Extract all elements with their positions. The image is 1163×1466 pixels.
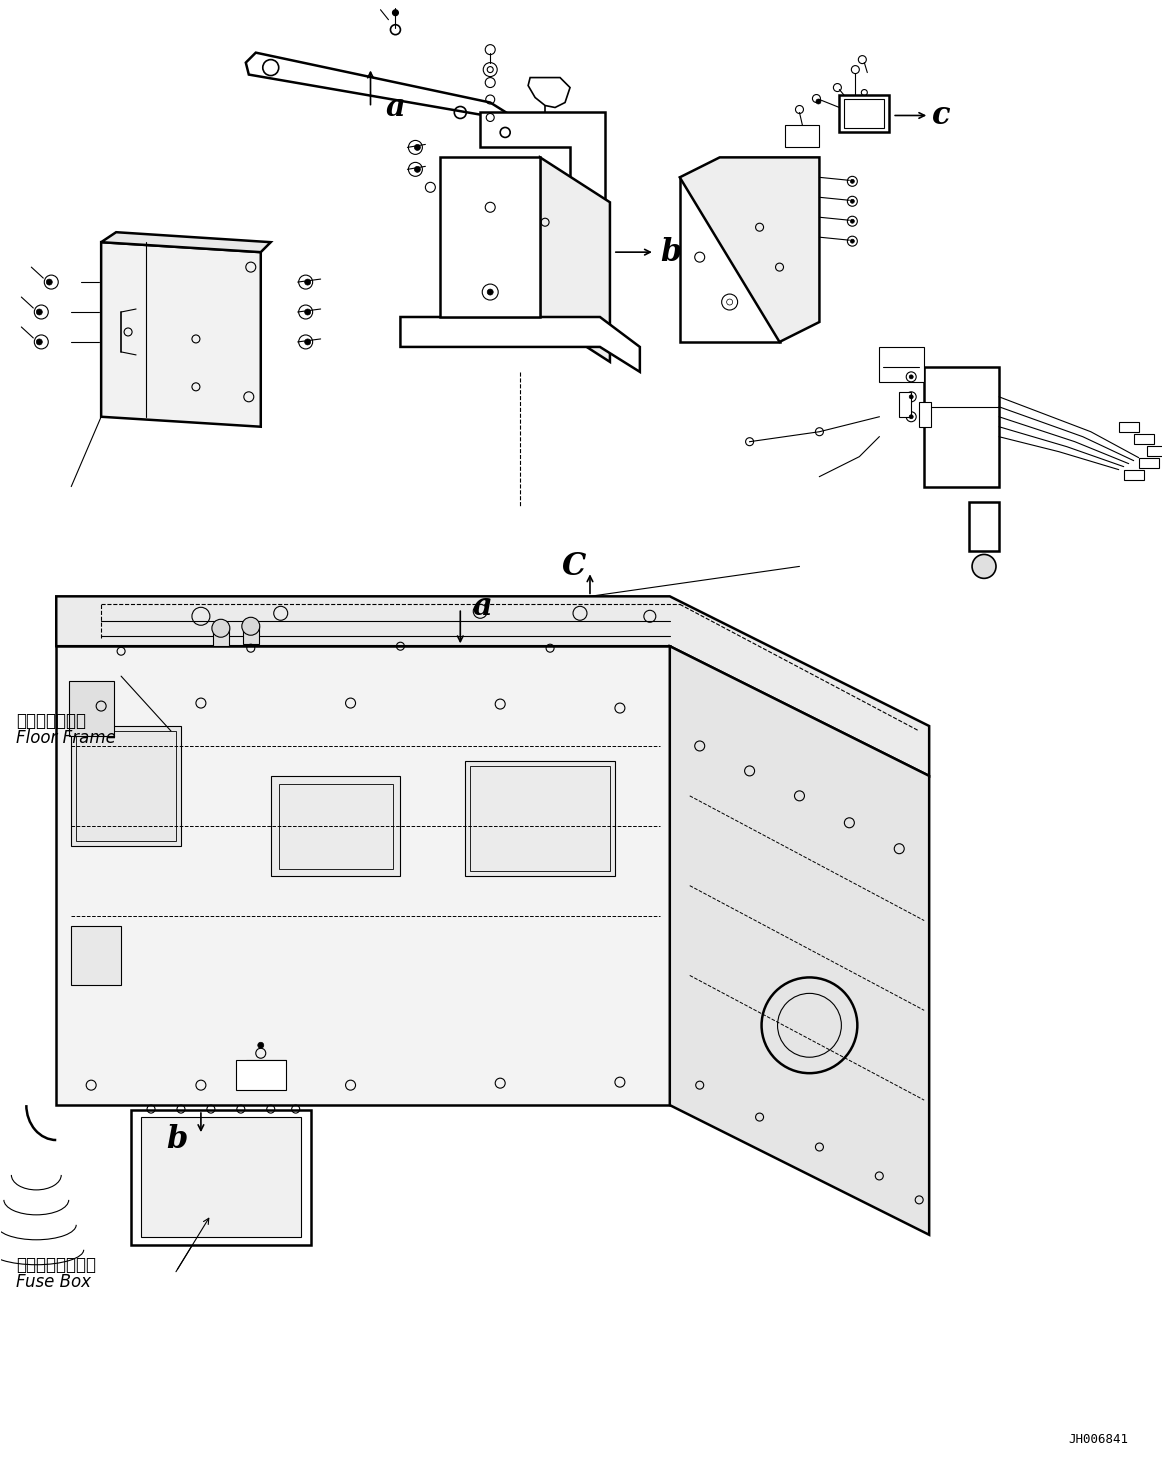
Polygon shape: [245, 53, 530, 139]
Circle shape: [305, 309, 311, 315]
Bar: [1123, 469, 1143, 479]
Text: C: C: [562, 551, 586, 582]
Polygon shape: [56, 647, 670, 1105]
Bar: [70, 682, 114, 736]
Bar: [919, 402, 932, 427]
Circle shape: [487, 289, 493, 295]
Polygon shape: [528, 78, 570, 107]
Polygon shape: [101, 232, 271, 252]
Circle shape: [909, 375, 913, 378]
Circle shape: [414, 145, 420, 151]
Bar: [71, 726, 181, 846]
Bar: [236, 1060, 286, 1091]
Bar: [969, 501, 999, 551]
Polygon shape: [679, 177, 779, 342]
Bar: [899, 391, 912, 416]
Polygon shape: [925, 366, 999, 487]
Bar: [213, 629, 229, 647]
Bar: [271, 776, 400, 875]
Text: Floor Frame: Floor Frame: [16, 729, 116, 748]
Circle shape: [850, 179, 855, 183]
Text: a: a: [472, 591, 492, 622]
Text: b: b: [166, 1123, 187, 1155]
Circle shape: [414, 166, 420, 173]
Circle shape: [727, 299, 733, 305]
Text: b: b: [659, 236, 682, 268]
Polygon shape: [101, 242, 261, 427]
Text: Fuse Box: Fuse Box: [16, 1272, 92, 1290]
Circle shape: [258, 1042, 264, 1048]
Polygon shape: [480, 113, 605, 267]
Text: JH006841: JH006841: [1069, 1434, 1128, 1447]
Text: c: c: [933, 100, 951, 130]
Bar: [470, 765, 609, 871]
Circle shape: [47, 279, 52, 284]
Bar: [879, 347, 925, 381]
Circle shape: [850, 220, 855, 223]
Circle shape: [487, 66, 493, 73]
Circle shape: [909, 415, 913, 419]
Circle shape: [816, 100, 821, 104]
Polygon shape: [400, 317, 640, 372]
Bar: [1147, 446, 1163, 456]
Circle shape: [212, 619, 230, 638]
Polygon shape: [679, 157, 820, 342]
Bar: [844, 98, 884, 129]
Bar: [77, 732, 176, 840]
Circle shape: [36, 339, 42, 345]
Text: フロアフレーム: フロアフレーム: [16, 712, 86, 730]
Circle shape: [392, 10, 399, 16]
Text: フューズボックス: フューズボックス: [16, 1256, 97, 1274]
Bar: [785, 126, 820, 148]
Polygon shape: [540, 157, 609, 362]
Bar: [840, 94, 890, 132]
Circle shape: [972, 554, 996, 579]
Bar: [279, 784, 393, 869]
Circle shape: [242, 617, 259, 635]
Bar: [141, 1117, 301, 1237]
Text: a: a: [385, 92, 405, 123]
Polygon shape: [670, 647, 929, 1234]
Polygon shape: [131, 1110, 311, 1245]
Circle shape: [850, 199, 855, 204]
Circle shape: [305, 339, 311, 345]
Circle shape: [36, 309, 42, 315]
Circle shape: [305, 279, 311, 284]
Circle shape: [850, 239, 855, 243]
Bar: [1134, 434, 1154, 444]
Polygon shape: [56, 597, 929, 776]
Polygon shape: [441, 157, 540, 317]
Bar: [243, 626, 259, 644]
Circle shape: [909, 394, 913, 399]
Bar: [1139, 457, 1158, 468]
Bar: [1119, 422, 1139, 431]
Bar: [71, 925, 121, 985]
Bar: [465, 761, 615, 875]
